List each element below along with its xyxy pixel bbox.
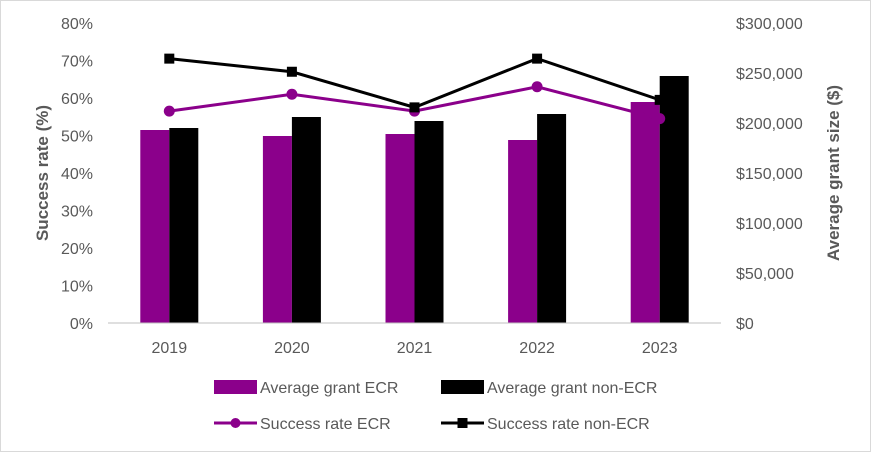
- left-axis-tick-label: 10%: [61, 279, 93, 296]
- right-axis-tick-label: $200,000: [736, 116, 803, 133]
- x-tick-label: 2021: [397, 340, 433, 357]
- bar-non-ecr-2021: [414, 121, 444, 323]
- legend-marker-success-rate-non-ecr: [457, 418, 468, 428]
- bar-ecr-2021: [385, 134, 415, 323]
- point-success-rate-non-ecr-2023: [654, 94, 665, 105]
- legend-label-success-rate-ecr: Success rate ECR: [260, 416, 391, 433]
- right-axis-tick-label: $150,000: [736, 166, 803, 183]
- bar-ecr-2023: [630, 102, 660, 323]
- right-axis-tick-label: $100,000: [736, 216, 803, 233]
- left-axis-tick-label: 0%: [70, 316, 93, 333]
- right-axis-tick-label: $300,000: [736, 16, 803, 33]
- right-axis-ticks: $0 $50,000 $100,000 $150,000 $200,000 $250,00…: [736, 16, 803, 333]
- left-axis-tick-label: 70%: [61, 54, 93, 71]
- point-success-rate-ecr-2022: [531, 81, 543, 93]
- bar-ecr-2019: [140, 130, 170, 323]
- point-success-rate-non-ecr-2019: [164, 53, 175, 64]
- x-tick-label: 2023: [642, 340, 678, 357]
- left-axis-tick-label: 80%: [61, 16, 93, 33]
- legend-label-avg-grant-ecr: Average grant ECR: [260, 380, 398, 397]
- legend: Average grant ECR Average grant non-ECR Su…: [214, 380, 657, 433]
- x-tick-label: 2019: [152, 340, 188, 357]
- bar-non-ecr-2023: [659, 76, 689, 323]
- left-axis-tick-label: 50%: [61, 129, 93, 146]
- left-axis-tick-label: 60%: [61, 91, 93, 108]
- right-axis-tick-label: $250,000: [736, 66, 803, 83]
- right-axis-tick-label: $50,000: [736, 266, 794, 283]
- legend-label-avg-grant-non-ecr: Average grant non-ECR: [487, 380, 657, 397]
- point-success-rate-ecr-2020: [286, 88, 298, 100]
- bar-ecr-2020: [262, 136, 292, 323]
- x-tick-label: 2020: [274, 340, 310, 357]
- bar-ecr-2022: [508, 140, 538, 323]
- right-axis-title: Average grant size ($): [824, 85, 843, 261]
- left-axis-tick-label: 20%: [61, 241, 93, 258]
- left-axis-tick-label: 40%: [61, 166, 93, 183]
- bar-non-ecr-2019: [169, 128, 199, 323]
- line-layer: [163, 53, 666, 125]
- point-success-rate-ecr-2023: [654, 113, 666, 125]
- bar-non-ecr-2020: [291, 117, 321, 323]
- legend-swatch-avg-grant-non-ecr: [441, 380, 484, 394]
- point-success-rate-non-ecr-2021: [409, 102, 420, 113]
- bar-layer: [140, 76, 689, 323]
- point-success-rate-ecr-2019: [163, 105, 175, 117]
- legend-label-success-rate-non-ecr: Success rate non-ECR: [487, 416, 650, 433]
- left-axis-tick-label: 30%: [61, 204, 93, 221]
- x-axis-ticks: 2019 2020 2021 2022 2023: [152, 340, 678, 357]
- x-tick-label: 2022: [519, 340, 555, 357]
- point-success-rate-non-ecr-2022: [532, 53, 543, 64]
- right-axis-tick-label: $0: [736, 316, 754, 333]
- left-axis-ticks: 0% 10% 20% 30% 40% 50% 60% 70% 80%: [61, 16, 93, 333]
- legend-swatch-avg-grant-ecr: [214, 380, 257, 394]
- point-success-rate-non-ecr-2020: [286, 66, 297, 77]
- left-axis-title: Success rate (%): [33, 105, 52, 241]
- bar-non-ecr-2022: [537, 114, 567, 323]
- legend-marker-success-rate-ecr: [230, 418, 241, 428]
